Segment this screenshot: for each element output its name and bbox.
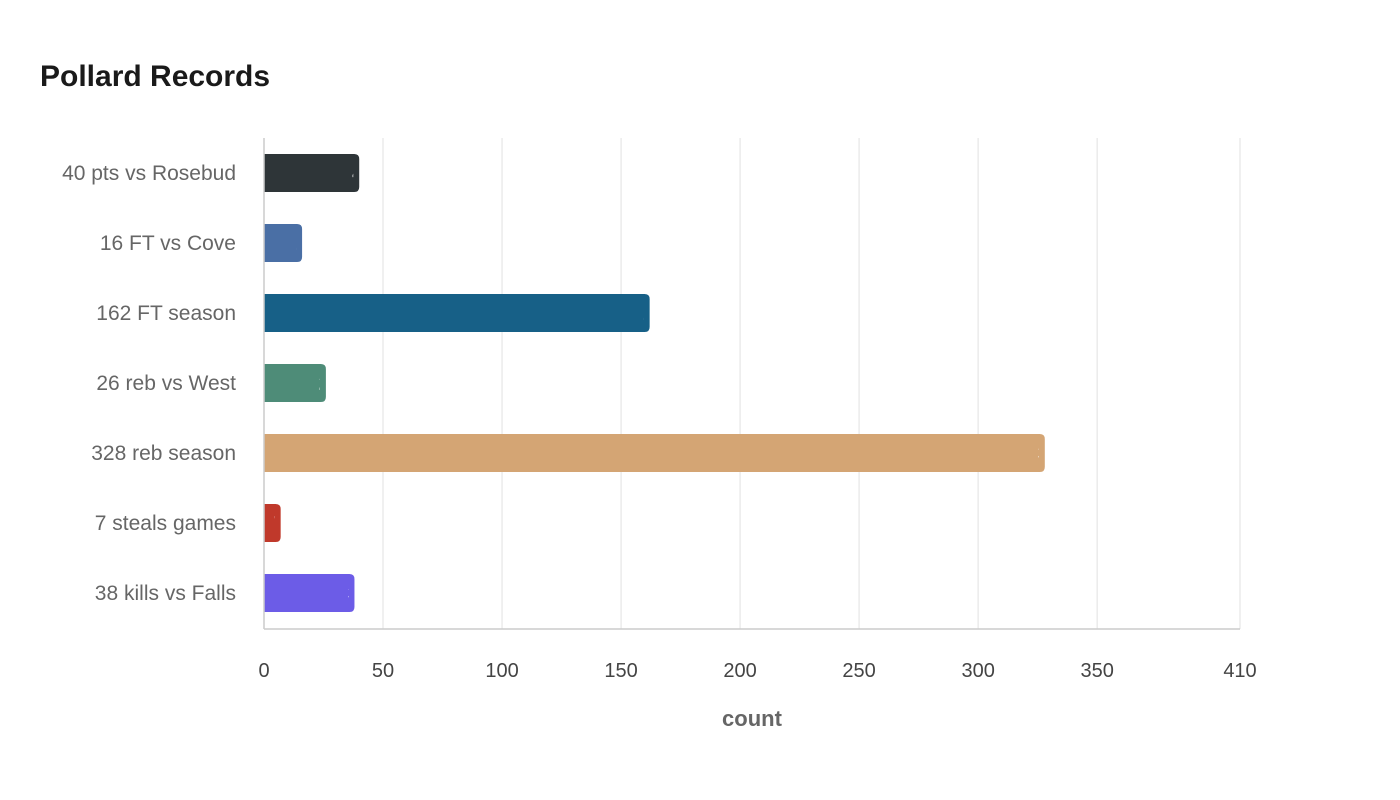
x-tick-label: 410 bbox=[1223, 660, 1256, 682]
x-tick-label: 250 bbox=[842, 660, 875, 682]
bar bbox=[264, 154, 360, 192]
x-tick-label: 350 bbox=[1080, 660, 1113, 682]
bars: 40 16 162 26 328 7 38 bbox=[264, 154, 1071, 612]
x-tick-label: 200 bbox=[723, 660, 756, 682]
bar bbox=[264, 294, 650, 332]
axes: 0 50 100 150 200 250 300 350 410 40 pts vs Rosebu… bbox=[62, 138, 1257, 682]
bar-value-label: 40 bbox=[352, 163, 374, 185]
y-category-label: 26 reb vs West bbox=[96, 372, 236, 395]
x-tick-label: 0 bbox=[258, 660, 269, 682]
bar-value-label: 7 bbox=[274, 513, 285, 535]
y-category-label: 162 FT season bbox=[96, 302, 236, 325]
bar bbox=[264, 224, 303, 262]
x-tick-label: 300 bbox=[961, 660, 994, 682]
x-tick-label: 150 bbox=[604, 660, 637, 682]
grid-lines bbox=[382, 138, 1241, 629]
y-category-label: 328 reb season bbox=[91, 442, 236, 465]
y-category-label: 40 pts vs Rosebud bbox=[62, 162, 236, 185]
bar-value-label: 38 bbox=[347, 583, 369, 605]
x-axis-title: count bbox=[722, 706, 783, 731]
y-category-label: 7 steals games bbox=[95, 512, 236, 535]
y-category-label: 38 kills vs Falls bbox=[95, 582, 236, 605]
bar-value-label: 16 bbox=[295, 233, 317, 255]
y-category-label: 16 FT vs Cove bbox=[100, 232, 236, 255]
bar bbox=[264, 434, 1045, 472]
bar bbox=[264, 364, 326, 402]
bar-value-label: 162 bbox=[643, 303, 676, 325]
bar bbox=[264, 574, 355, 612]
x-tick-label: 100 bbox=[485, 660, 518, 682]
x-tick-label: 50 bbox=[372, 660, 394, 682]
bar bbox=[264, 504, 281, 542]
bar-value-label: 26 bbox=[319, 373, 341, 395]
chart-title: Pollard Records bbox=[40, 60, 271, 93]
bar-value-label: 328 bbox=[1038, 443, 1071, 465]
